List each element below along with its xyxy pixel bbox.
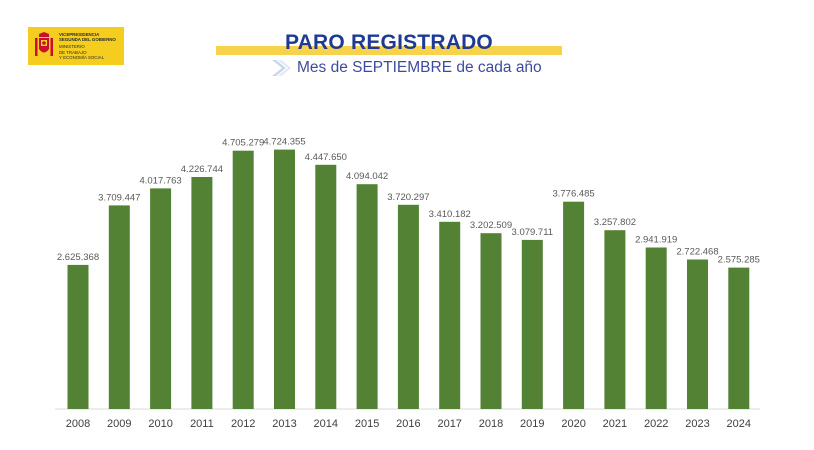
value-label-2010: 4.017.763 xyxy=(139,175,181,186)
bar-2022 xyxy=(645,247,667,409)
value-label-2017: 3.410.182 xyxy=(429,209,471,220)
bar-2010 xyxy=(150,188,172,409)
logo-line: Vicepresidencia xyxy=(59,31,100,37)
x-tick-2020: 2020 xyxy=(561,418,585,430)
x-tick-2011: 2011 xyxy=(190,418,214,430)
government-logo: Vicepresidencia Segunda del Gobierno Min… xyxy=(28,27,124,65)
value-label-2020: 3.776.485 xyxy=(552,189,594,200)
bar-2011 xyxy=(191,177,213,409)
bar-2017 xyxy=(439,221,461,409)
coat-of-arms-icon xyxy=(35,32,53,56)
logo-line: de Trabajo xyxy=(59,49,87,55)
x-tick-2024: 2024 xyxy=(727,418,751,430)
value-label-2009: 3.709.447 xyxy=(98,192,140,203)
value-label-2015: 4.094.042 xyxy=(346,171,388,182)
x-tick-2013: 2013 xyxy=(272,418,296,430)
bar-2019 xyxy=(521,239,543,409)
bar-2023 xyxy=(687,259,708,409)
bar-2015 xyxy=(356,184,378,409)
x-tick-2012: 2012 xyxy=(231,418,255,430)
title-highlight-bar xyxy=(216,46,562,55)
x-tick-2017: 2017 xyxy=(437,418,461,430)
bar-2008 xyxy=(67,264,89,409)
x-tick-2009: 2009 xyxy=(107,418,131,430)
value-label-2008: 2.625.368 xyxy=(57,252,99,263)
bar-2024 xyxy=(728,267,750,409)
bar-2021 xyxy=(604,230,626,409)
bar-2016 xyxy=(397,204,419,409)
logo-line: y Economía Social xyxy=(59,54,105,60)
bar-2020 xyxy=(563,201,585,409)
logo-text: Vicepresidencia Segunda del Gobierno Min… xyxy=(59,32,116,60)
x-tick-2018: 2018 xyxy=(479,418,503,430)
x-tick-2023: 2023 xyxy=(685,418,709,430)
x-tick-2014: 2014 xyxy=(314,418,338,430)
value-label-2024: 2.575.285 xyxy=(718,255,760,266)
bar-2013 xyxy=(274,149,295,409)
chevron-right-icon xyxy=(272,60,291,76)
x-tick-2021: 2021 xyxy=(603,418,627,430)
bar-2012 xyxy=(232,150,254,409)
x-tick-2010: 2010 xyxy=(148,418,172,430)
value-label-2021: 3.257.802 xyxy=(594,217,636,228)
chart-subtitle: Mes de SEPTIEMBRE de cada año xyxy=(297,59,542,76)
value-label-2013: 4.724.355 xyxy=(263,137,305,148)
x-tick-2022: 2022 xyxy=(644,418,668,430)
value-label-2023: 2.722.468 xyxy=(676,247,718,258)
x-tick-2015: 2015 xyxy=(355,418,379,430)
chart-title: PARO REGISTRADO xyxy=(285,31,493,54)
value-label-2018: 3.202.509 xyxy=(470,220,512,231)
bar-2014 xyxy=(315,164,337,409)
x-tick-2016: 2016 xyxy=(396,418,420,430)
bar-2009 xyxy=(108,205,130,409)
logo-line: Ministerio xyxy=(59,44,85,50)
bar-2018 xyxy=(480,233,502,409)
value-label-2011: 4.226.744 xyxy=(181,164,223,175)
logo-line: Segunda del Gobierno xyxy=(59,37,116,43)
value-label-2012: 4.705.279 xyxy=(222,138,264,149)
value-label-2019: 3.079.711 xyxy=(512,227,554,238)
value-label-2016: 3.720.297 xyxy=(387,192,429,203)
value-label-2022: 2.941.919 xyxy=(635,235,677,246)
value-label-2014: 4.447.650 xyxy=(305,152,347,163)
x-tick-2008: 2008 xyxy=(66,418,90,430)
x-tick-2019: 2019 xyxy=(520,418,544,430)
